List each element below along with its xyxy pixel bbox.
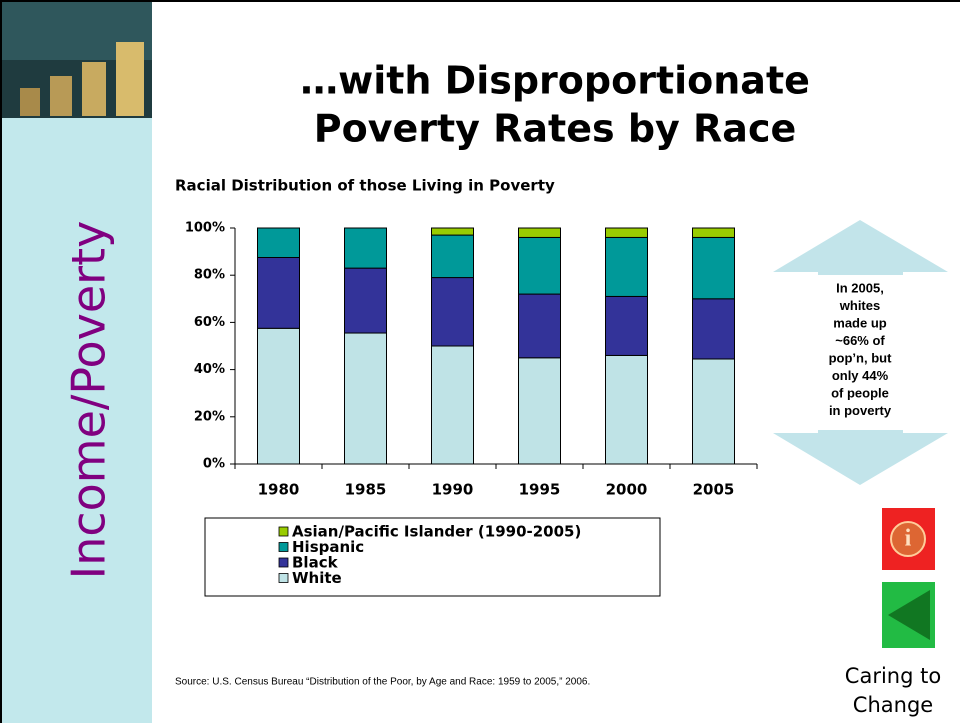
chart-title: Racial Distribution of those Living in P… bbox=[175, 177, 555, 195]
info-icon-glyph[interactable]: i bbox=[905, 526, 912, 552]
bar-segment bbox=[518, 236, 561, 295]
callout-text: made up bbox=[833, 315, 887, 330]
legend-swatch bbox=[278, 542, 289, 552]
x-tick-label: 1980 bbox=[258, 481, 300, 499]
bar-segment bbox=[431, 234, 474, 279]
x-tick-label: 2000 bbox=[606, 481, 648, 499]
bar-segment bbox=[431, 277, 474, 347]
coins-image bbox=[0, 0, 152, 118]
callout-text: pop’n, but bbox=[829, 350, 892, 365]
y-tick-label: 0% bbox=[203, 457, 225, 472]
callout-text: in poverty bbox=[829, 403, 892, 418]
info-button[interactable]: i bbox=[882, 508, 935, 570]
bar-segment bbox=[605, 295, 648, 356]
y-tick-label: 60% bbox=[194, 315, 225, 330]
callout-text: of people bbox=[831, 385, 889, 400]
x-tick-label: 1985 bbox=[345, 481, 387, 499]
legend-swatch bbox=[278, 526, 289, 537]
bar-segment bbox=[605, 227, 648, 238]
y-tick-label: 40% bbox=[194, 362, 225, 377]
bar-segment bbox=[692, 358, 735, 465]
bar-segment bbox=[518, 227, 561, 238]
slide-title: Poverty Rates by Race bbox=[314, 107, 797, 151]
footer-text: Change bbox=[853, 693, 933, 717]
legend-swatch bbox=[278, 573, 289, 583]
footer-text: Caring to bbox=[845, 664, 941, 688]
back-icon[interactable] bbox=[888, 590, 930, 640]
bar-segment bbox=[344, 332, 387, 465]
bar-segment bbox=[692, 236, 735, 300]
bar-segment bbox=[431, 345, 474, 465]
source-note: Source: U.S. Census Bureau “Distribution… bbox=[175, 677, 590, 688]
bar-segment bbox=[692, 298, 735, 360]
back-button[interactable] bbox=[882, 582, 935, 648]
legend-label: Black bbox=[292, 554, 339, 572]
legend-box bbox=[204, 517, 661, 597]
callout-text: only 44% bbox=[832, 368, 889, 383]
y-tick-label: 80% bbox=[194, 268, 225, 283]
info-icon[interactable] bbox=[890, 521, 926, 557]
sidebar-label: Income/Poverty bbox=[62, 221, 116, 580]
bar-segment bbox=[518, 293, 561, 359]
legend-label: White bbox=[292, 569, 342, 587]
x-tick-label: 1990 bbox=[432, 481, 474, 499]
callout-text: In 2005, bbox=[836, 280, 884, 295]
y-tick-label: 100% bbox=[185, 221, 225, 236]
sidebar bbox=[0, 0, 152, 723]
slide-title: …with Disproportionate bbox=[300, 59, 810, 103]
bar-segment bbox=[692, 227, 735, 238]
bar-segment bbox=[605, 236, 648, 297]
legend-swatch bbox=[278, 557, 289, 568]
y-tick-label: 20% bbox=[194, 409, 225, 424]
callout-text: ~66% of bbox=[835, 333, 885, 348]
bar-segment bbox=[605, 354, 648, 465]
x-tick-label: 2005 bbox=[693, 481, 735, 499]
callout-text: whites bbox=[839, 298, 880, 313]
bar-segment bbox=[344, 227, 387, 269]
x-tick-label: 1995 bbox=[519, 481, 561, 499]
callout-box bbox=[818, 275, 903, 430]
legend-label: Asian/Pacific Islander (1990-2005) bbox=[292, 523, 581, 541]
bar-segment bbox=[257, 257, 300, 329]
legend-label: Hispanic bbox=[292, 538, 364, 556]
bar-segment bbox=[518, 357, 561, 465]
bar-segment bbox=[344, 267, 387, 334]
bar-segment bbox=[257, 327, 300, 465]
bar-segment bbox=[257, 227, 300, 258]
bar-segment bbox=[431, 227, 474, 236]
